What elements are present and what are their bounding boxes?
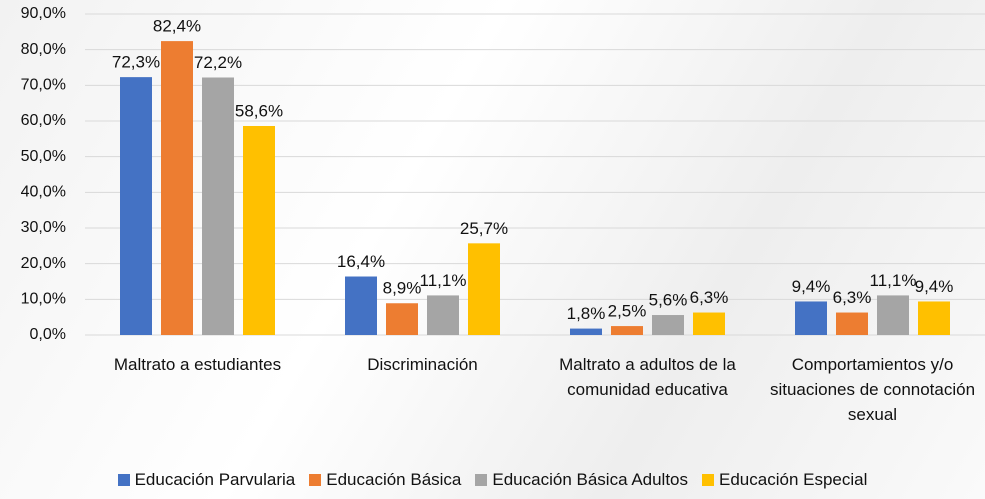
bar [652,315,684,335]
legend-label: Educación Parvularia [134,470,296,489]
bar [468,243,500,335]
bar [202,77,234,335]
y-tick-label: 60,0% [21,112,66,129]
bar [836,312,868,335]
x-tick-label: Comportamientos y/o situaciones de conno… [769,355,976,424]
value-label: 16,4% [337,252,385,271]
legend-item: Educación Básica [309,470,461,490]
value-label: 6,3% [690,288,729,307]
bar [120,77,152,335]
bar [427,295,459,335]
value-label: 11,1% [420,271,467,290]
value-label: 11,1% [870,271,917,290]
value-label: 9,4% [915,277,954,296]
value-label: 8,9% [383,279,422,298]
legend-item: Educación Parvularia [117,470,296,490]
value-label: 25,7% [460,219,508,238]
bar [345,276,377,335]
bar [386,303,418,335]
bar [693,312,725,335]
x-tick-label: Discriminación [367,355,478,374]
legend-swatch [702,474,715,486]
bar [570,328,602,335]
y-tick-label: 80,0% [21,41,66,58]
y-tick-label: 30,0% [21,219,66,236]
legend-label: Educación Especial [719,470,868,489]
value-label: 5,6% [649,291,688,310]
value-label: 6,3% [833,288,872,307]
bar [877,295,909,335]
legend-label: Educación Básica [326,470,462,489]
y-tick-label: 70,0% [21,77,66,94]
value-label: 9,4% [792,277,831,296]
y-tick-label: 0,0% [30,326,66,343]
y-tick-label: 90,0% [21,5,66,22]
y-tick-label: 10,0% [21,291,66,308]
y-tick-label: 50,0% [21,148,66,165]
value-label: 2,5% [608,302,647,321]
bar [795,301,827,335]
value-label: 72,2% [194,53,242,72]
x-tick-label: Maltrato a estudiantes [113,355,282,374]
y-tick-label: 40,0% [21,184,66,201]
legend-label: Educación Básica Adultos [492,470,689,489]
legend-item: Educación Básica Adultos [475,470,688,490]
x-tick-label: Maltrato a adultos de la comunidad educa… [559,355,736,399]
value-label: 72,3% [112,53,160,72]
value-label: 58,6% [235,101,283,120]
y-tick-label: 20,0% [21,255,66,272]
legend-swatch [117,474,130,486]
bar [611,326,643,335]
legend: Educación Parvularia Educación Básica Educ… [0,470,985,490]
value-label: 1,8% [567,304,606,323]
legend-item: Educación Especial [702,470,867,490]
bar [161,41,193,336]
value-label: 82,4% [153,17,201,36]
legend-swatch [475,474,488,486]
bar [243,125,275,335]
bar [918,301,950,335]
legend-swatch [309,474,322,486]
